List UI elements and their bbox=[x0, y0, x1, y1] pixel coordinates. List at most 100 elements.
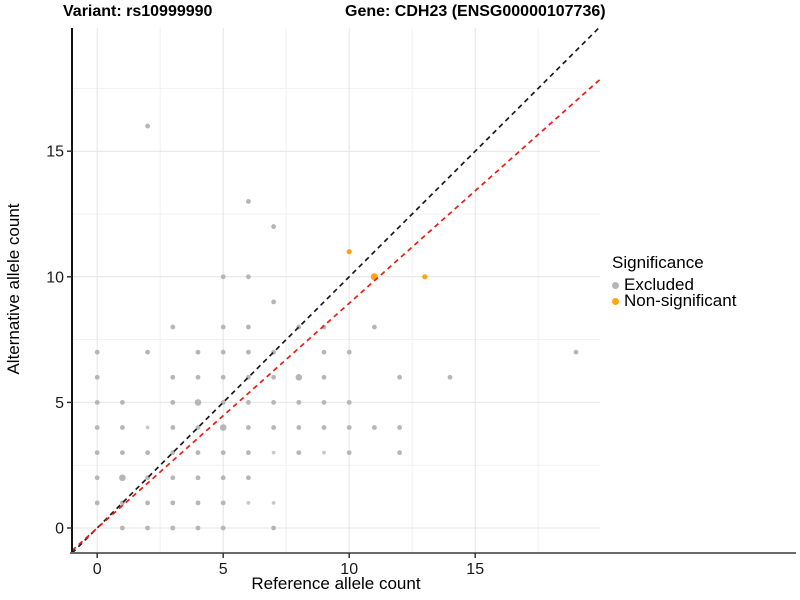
legend-item-excluded: Excluded bbox=[612, 275, 736, 294]
data-point bbox=[321, 400, 327, 405]
data-point bbox=[145, 525, 151, 531]
data-point bbox=[194, 399, 202, 406]
fit-line bbox=[71, 77, 602, 552]
data-point bbox=[372, 324, 377, 330]
data-point bbox=[120, 425, 125, 430]
data-point bbox=[94, 475, 100, 481]
non-significant-dot-icon bbox=[612, 297, 619, 305]
data-point bbox=[119, 474, 126, 482]
data-point bbox=[170, 475, 176, 481]
data-point bbox=[372, 425, 377, 430]
data-point bbox=[170, 500, 176, 506]
data-point bbox=[219, 424, 227, 431]
data-point bbox=[170, 425, 176, 430]
data-point bbox=[220, 324, 226, 330]
x-tick-label: 5 bbox=[219, 561, 228, 578]
data-point bbox=[295, 373, 303, 381]
data-point bbox=[246, 500, 251, 505]
data-point bbox=[94, 450, 100, 456]
data-point bbox=[120, 400, 125, 405]
data-point bbox=[195, 374, 201, 380]
legend: Significance Excluded Non-significant bbox=[612, 253, 737, 310]
data-point bbox=[397, 450, 402, 456]
data-point bbox=[195, 475, 201, 481]
data-point bbox=[271, 299, 276, 305]
data-point bbox=[321, 425, 327, 430]
data-point bbox=[246, 475, 251, 481]
data-point bbox=[346, 349, 352, 355]
data-point bbox=[321, 349, 327, 355]
y-tick-label: 15 bbox=[46, 144, 64, 161]
data-point bbox=[170, 525, 176, 531]
data-point bbox=[422, 274, 428, 280]
data-point bbox=[145, 500, 151, 506]
data-point bbox=[220, 525, 226, 531]
legend-item-label: Non-significant bbox=[624, 291, 737, 310]
data-point bbox=[246, 400, 251, 405]
data-point bbox=[246, 274, 251, 280]
data-point bbox=[246, 450, 251, 456]
data-point bbox=[346, 249, 352, 255]
data-point bbox=[170, 324, 176, 330]
excluded-dot-icon bbox=[612, 281, 619, 289]
data-point bbox=[195, 349, 201, 355]
data-point bbox=[296, 400, 302, 405]
data-point bbox=[220, 374, 226, 380]
data-point bbox=[195, 450, 201, 456]
data-point bbox=[120, 450, 125, 456]
data-point bbox=[296, 425, 302, 430]
data-point bbox=[346, 450, 352, 456]
data-point bbox=[322, 450, 326, 455]
identity-line bbox=[71, 27, 600, 554]
gene-title: Gene: CDH23 (ENSG00000107736) bbox=[345, 3, 606, 20]
data-point bbox=[145, 450, 151, 456]
legend-item-non-significant: Non-significant bbox=[612, 291, 737, 310]
data-point bbox=[397, 374, 402, 380]
data-point bbox=[220, 475, 226, 481]
data-point bbox=[94, 374, 100, 380]
data-point bbox=[120, 525, 125, 531]
data-point bbox=[220, 450, 226, 456]
data-point bbox=[220, 349, 226, 355]
data-point bbox=[94, 425, 100, 430]
data-point bbox=[246, 425, 251, 430]
data-point bbox=[397, 425, 402, 430]
data-point bbox=[145, 123, 151, 129]
x-tick-label: 0 bbox=[93, 561, 102, 578]
y-axis-title: Alternative allele count bbox=[4, 203, 23, 375]
legend-item-label: Excluded bbox=[624, 275, 694, 294]
data-point bbox=[271, 374, 276, 380]
data-point bbox=[271, 425, 276, 430]
data-point bbox=[220, 274, 226, 280]
y-tick-label: 10 bbox=[46, 269, 64, 286]
data-point bbox=[145, 425, 150, 430]
data-point bbox=[195, 500, 201, 506]
data-point bbox=[573, 349, 579, 355]
data-point bbox=[346, 425, 352, 430]
data-point bbox=[296, 450, 302, 456]
data-point bbox=[271, 400, 276, 405]
data-point bbox=[246, 349, 251, 355]
data-point bbox=[271, 500, 276, 505]
x-tick-label: 15 bbox=[466, 561, 484, 578]
data-point bbox=[170, 374, 176, 380]
data-point bbox=[145, 349, 151, 355]
data-point bbox=[94, 400, 100, 405]
data-point bbox=[271, 525, 276, 531]
data-point bbox=[246, 199, 251, 204]
data-point bbox=[321, 374, 327, 380]
data-point bbox=[346, 400, 352, 405]
variant-title: Variant: rs10999990 bbox=[63, 3, 213, 20]
data-point bbox=[195, 525, 201, 531]
data-point bbox=[246, 324, 251, 330]
data-point bbox=[94, 500, 100, 506]
data-point bbox=[447, 374, 453, 380]
data-point bbox=[271, 224, 276, 229]
data-point bbox=[271, 450, 276, 455]
data-point bbox=[170, 400, 176, 405]
y-tick-label: 0 bbox=[55, 521, 64, 538]
x-tick-label: 10 bbox=[340, 561, 358, 578]
x-axis-title: Reference allele count bbox=[251, 574, 421, 593]
